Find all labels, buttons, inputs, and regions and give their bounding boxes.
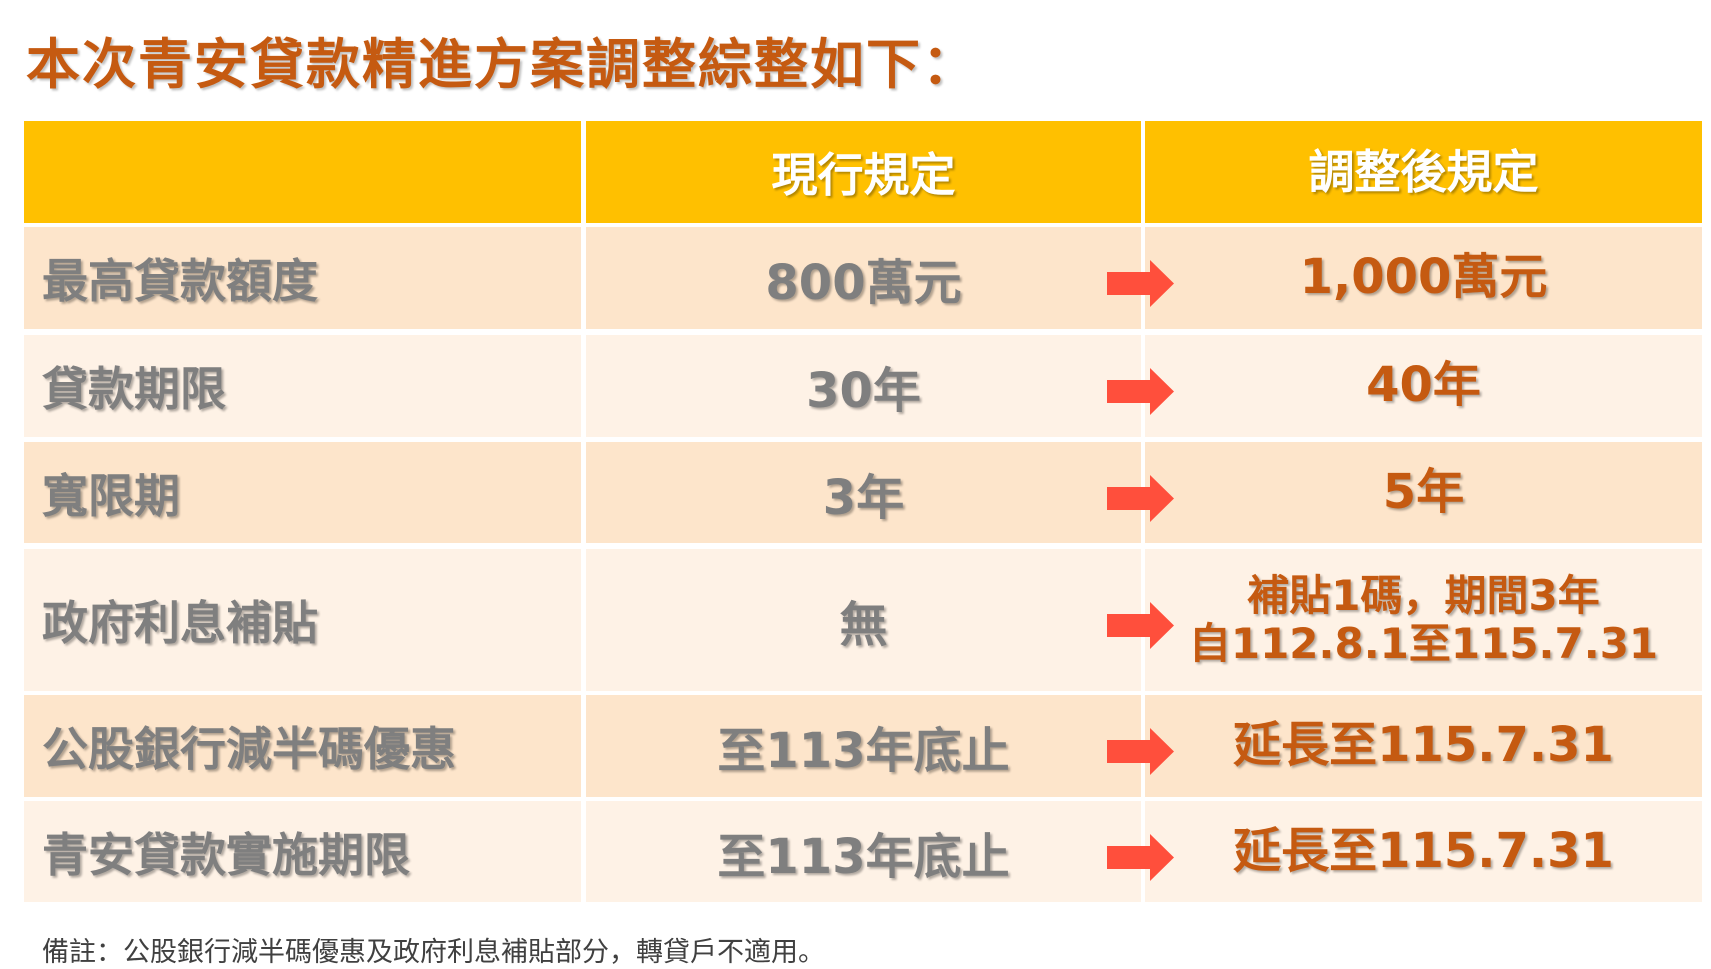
right-arrow-icon xyxy=(1107,474,1174,522)
header-cell-item xyxy=(24,121,581,223)
adjusted-line: 延長至115.7.31 xyxy=(1233,822,1614,879)
table-row: 政府利息補貼無補貼1碼，期間3年 自112.8.1至115.7.31 xyxy=(24,549,1702,691)
right-arrow-icon xyxy=(1107,602,1174,649)
table-row: 最高貸款額度 800萬元 1,000萬元 xyxy=(24,227,1702,329)
row-adjusted-value: 延長至115.7.31 xyxy=(1145,695,1702,797)
row-item-label: 政府利息補貼 xyxy=(24,549,581,691)
row-item-label: 青安貸款實施期限 xyxy=(24,801,581,902)
header-cell-current: 現行規定 xyxy=(586,121,1141,223)
right-arrow-icon xyxy=(1107,833,1174,881)
table-header: 現行規定 調整後規定 xyxy=(24,121,1702,223)
row-current-value: 無 xyxy=(586,549,1141,691)
adjusted-line: 延長至115.7.31 xyxy=(1233,717,1614,774)
row-current-value: 30年 xyxy=(586,335,1141,437)
right-arrow-icon xyxy=(1107,728,1174,775)
right-arrow-icon xyxy=(1107,260,1174,307)
adjusted-line: 補貼1碼，期間3年 xyxy=(1247,570,1600,620)
table-row: 寬限期 3年 5年 xyxy=(24,442,1702,543)
adjusted-line: 5年 xyxy=(1382,463,1465,520)
adjusted-line: 自112.8.1至115.7.31 xyxy=(1188,619,1659,668)
row-current-value: 800萬元 xyxy=(586,227,1141,329)
row-item-label: 貸款期限 xyxy=(24,335,581,437)
right-arrow-icon xyxy=(1107,368,1174,415)
row-item-label: 寬限期 xyxy=(24,442,581,543)
row-item-label: 最高貸款額度 xyxy=(24,227,581,329)
row-current-value: 至113年底止 xyxy=(586,801,1141,902)
table-row: 貸款期限 30年 40年 xyxy=(24,335,1702,437)
adjusted-line: 40年 xyxy=(1366,357,1481,414)
footnote: 備註：公股銀行減半碼優惠及政府利息補貼部分，轉貸戶不適用。 xyxy=(42,937,825,968)
row-current-value: 至113年底止 xyxy=(586,695,1141,797)
header-cell-adjusted: 調整後規定 xyxy=(1145,121,1702,223)
table-row: 公股銀行減半碼優惠 至113年底止 延長至115.7.31 xyxy=(24,695,1702,797)
adjusted-line: 1,000萬元 xyxy=(1299,249,1548,306)
row-adjusted-value: 1,000萬元 xyxy=(1145,227,1702,329)
row-current-value: 3年 xyxy=(586,442,1141,543)
page-title: 本次青安貸款精進方案調整綜整如下： xyxy=(26,33,978,96)
row-adjusted-value: 延長至115.7.31 xyxy=(1145,801,1702,902)
row-adjusted-value: 補貼1碼，期間3年 自112.8.1至115.7.31 xyxy=(1145,549,1702,691)
row-item-label: 公股銀行減半碼優惠 xyxy=(24,695,581,797)
table-row: 青安貸款實施期限 至113年底止 延長至115.7.31 xyxy=(24,801,1702,902)
row-adjusted-value: 5年 xyxy=(1145,442,1702,543)
row-adjusted-value: 40年 xyxy=(1145,335,1702,437)
